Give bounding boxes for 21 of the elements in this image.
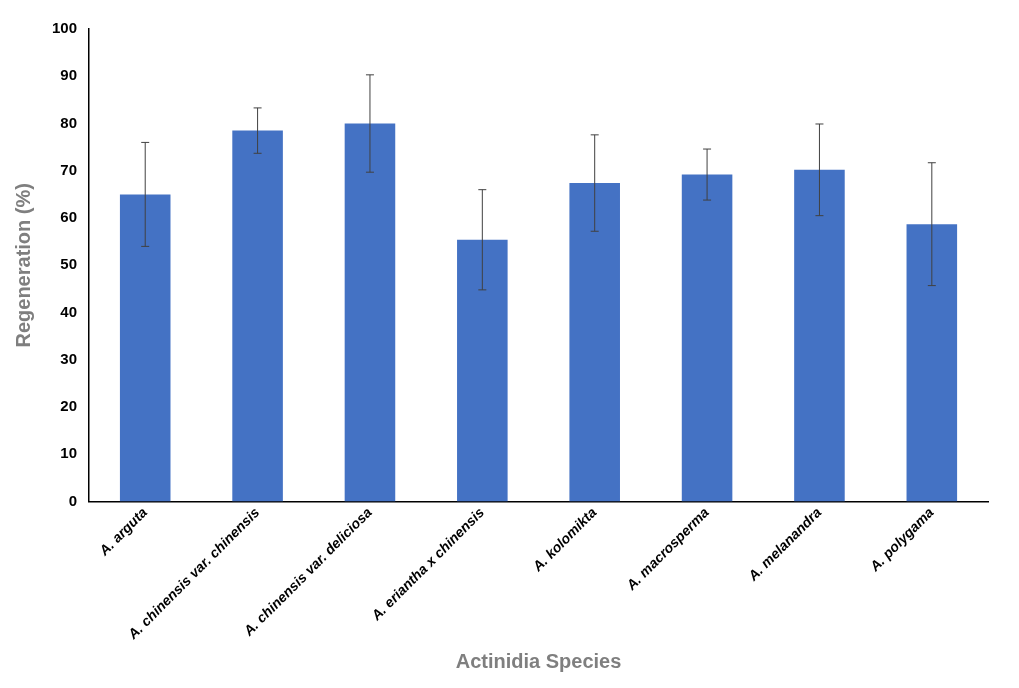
bar xyxy=(344,123,396,502)
y-tick-label: 40 xyxy=(60,302,78,320)
bar xyxy=(569,183,620,502)
y-tick-label: 10 xyxy=(60,444,78,462)
y-tick-label: 60 xyxy=(60,208,78,226)
y-tick-label: 90 xyxy=(60,66,78,84)
y-tick-label: 70 xyxy=(60,160,78,178)
bar xyxy=(681,174,733,502)
bar xyxy=(232,130,283,502)
bar xyxy=(457,239,508,502)
y-tick-label: 20 xyxy=(60,397,78,415)
y-tick-label: 80 xyxy=(60,113,78,131)
y-tick-label: 50 xyxy=(60,255,78,273)
y-axis-title: Regeneration (%) xyxy=(11,183,34,348)
bar xyxy=(119,194,171,502)
x-axis-title: Actinidia Species xyxy=(455,649,622,672)
bar xyxy=(794,169,845,502)
y-tick-label: 100 xyxy=(52,19,78,37)
y-tick-label: 0 xyxy=(68,491,78,509)
bar xyxy=(906,224,958,502)
y-tick-label: 30 xyxy=(60,349,78,367)
